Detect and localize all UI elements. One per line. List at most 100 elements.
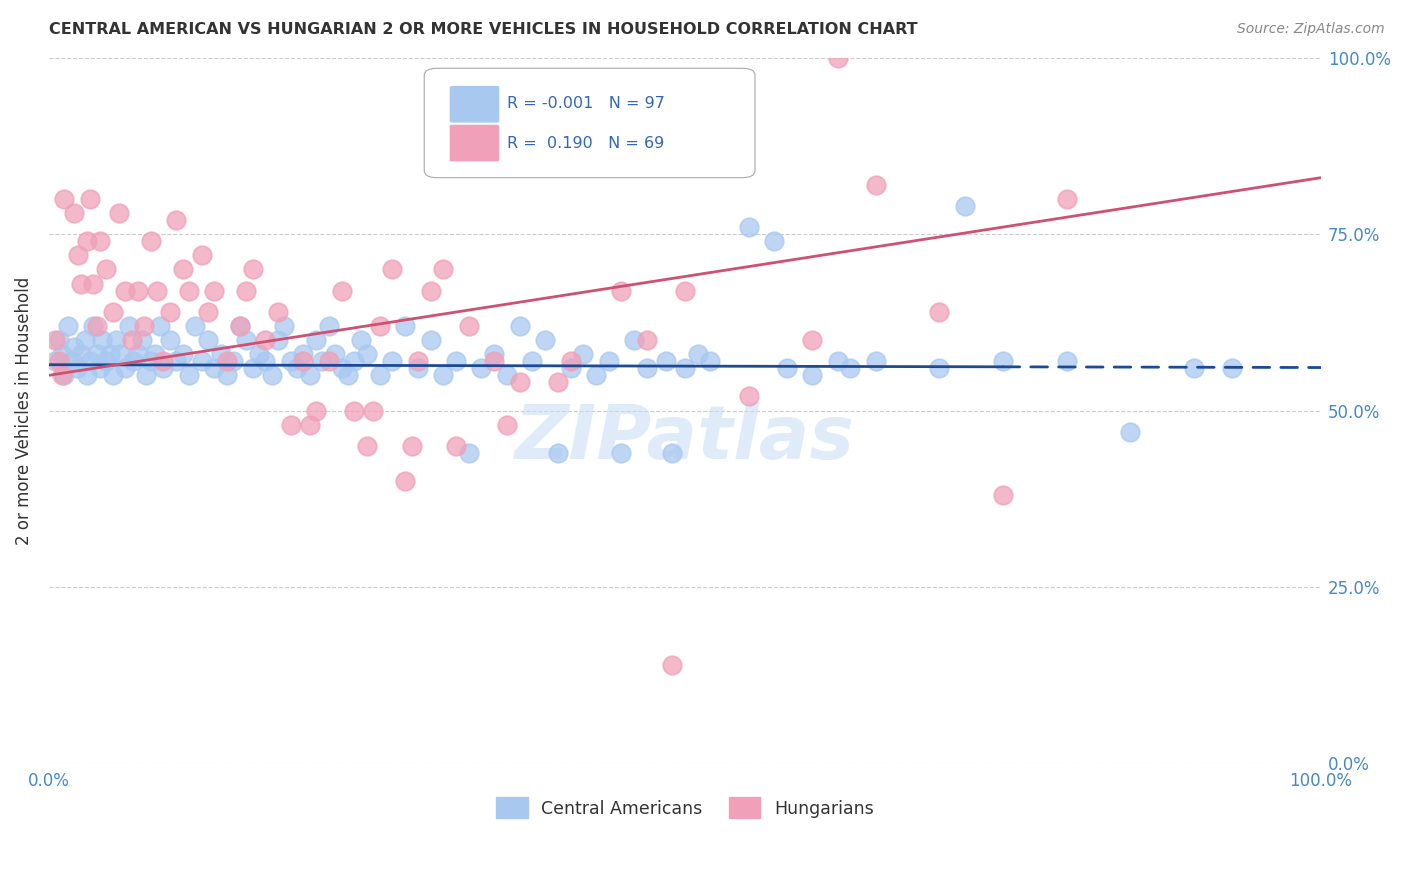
- Point: [86, 318, 108, 333]
- Point: [215, 368, 238, 383]
- Point: [432, 262, 454, 277]
- Point: [839, 361, 862, 376]
- Point: [79, 192, 101, 206]
- Point: [152, 361, 174, 376]
- Point: [215, 354, 238, 368]
- Point: [108, 347, 131, 361]
- Point: [53, 192, 76, 206]
- Point: [444, 354, 467, 368]
- Point: [292, 354, 315, 368]
- Point: [190, 248, 212, 262]
- Point: [53, 368, 76, 383]
- Point: [267, 305, 290, 319]
- Point: [305, 403, 328, 417]
- Point: [298, 368, 321, 383]
- Point: [509, 318, 531, 333]
- Point: [131, 333, 153, 347]
- Text: R =  0.190   N = 69: R = 0.190 N = 69: [508, 136, 664, 152]
- Point: [63, 206, 86, 220]
- Point: [363, 403, 385, 417]
- Point: [673, 284, 696, 298]
- Point: [470, 361, 492, 376]
- Point: [172, 347, 194, 361]
- Legend: Central Americans, Hungarians: Central Americans, Hungarians: [489, 790, 880, 825]
- FancyBboxPatch shape: [425, 69, 755, 178]
- Point: [496, 368, 519, 383]
- Point: [152, 354, 174, 368]
- Point: [737, 220, 759, 235]
- Point: [114, 284, 136, 298]
- Point: [330, 361, 353, 376]
- Point: [368, 318, 391, 333]
- Point: [127, 347, 149, 361]
- Point: [139, 234, 162, 248]
- Point: [105, 333, 128, 347]
- Point: [135, 368, 157, 383]
- Point: [267, 333, 290, 347]
- Point: [560, 361, 582, 376]
- Point: [356, 439, 378, 453]
- Point: [776, 361, 799, 376]
- Point: [79, 354, 101, 368]
- Point: [235, 333, 257, 347]
- Point: [89, 234, 111, 248]
- Point: [827, 354, 849, 368]
- Point: [82, 277, 104, 291]
- FancyBboxPatch shape: [450, 125, 499, 161]
- Point: [318, 318, 340, 333]
- Point: [381, 354, 404, 368]
- Point: [177, 368, 200, 383]
- Point: [96, 354, 118, 368]
- Point: [101, 305, 124, 319]
- Point: [139, 354, 162, 368]
- Point: [51, 347, 73, 361]
- Point: [121, 333, 143, 347]
- Point: [165, 213, 187, 227]
- Point: [254, 333, 277, 347]
- Point: [336, 368, 359, 383]
- Point: [432, 368, 454, 383]
- Point: [368, 368, 391, 383]
- Point: [143, 347, 166, 361]
- Point: [202, 361, 225, 376]
- Point: [159, 305, 181, 319]
- Point: [235, 284, 257, 298]
- Point: [229, 318, 252, 333]
- Point: [598, 354, 620, 368]
- Point: [56, 318, 79, 333]
- Point: [991, 354, 1014, 368]
- Point: [737, 389, 759, 403]
- Point: [242, 361, 264, 376]
- Point: [76, 234, 98, 248]
- Point: [522, 354, 544, 368]
- Point: [44, 354, 66, 368]
- Point: [343, 403, 366, 417]
- Point: [273, 318, 295, 333]
- Point: [285, 361, 308, 376]
- Point: [1182, 361, 1205, 376]
- Point: [763, 234, 786, 248]
- Point: [254, 354, 277, 368]
- Point: [118, 318, 141, 333]
- Point: [419, 333, 441, 347]
- Point: [547, 376, 569, 390]
- Point: [673, 361, 696, 376]
- Point: [86, 347, 108, 361]
- Point: [827, 51, 849, 65]
- Point: [134, 318, 156, 333]
- Point: [419, 284, 441, 298]
- Point: [610, 284, 633, 298]
- Point: [292, 347, 315, 361]
- Point: [406, 361, 429, 376]
- Point: [127, 284, 149, 298]
- Point: [96, 262, 118, 277]
- Point: [172, 262, 194, 277]
- Point: [280, 417, 302, 432]
- Point: [66, 361, 89, 376]
- Point: [108, 206, 131, 220]
- Point: [91, 333, 114, 347]
- Point: [356, 347, 378, 361]
- Point: [63, 340, 86, 354]
- Point: [585, 368, 607, 383]
- Text: R = -0.001   N = 97: R = -0.001 N = 97: [508, 96, 665, 112]
